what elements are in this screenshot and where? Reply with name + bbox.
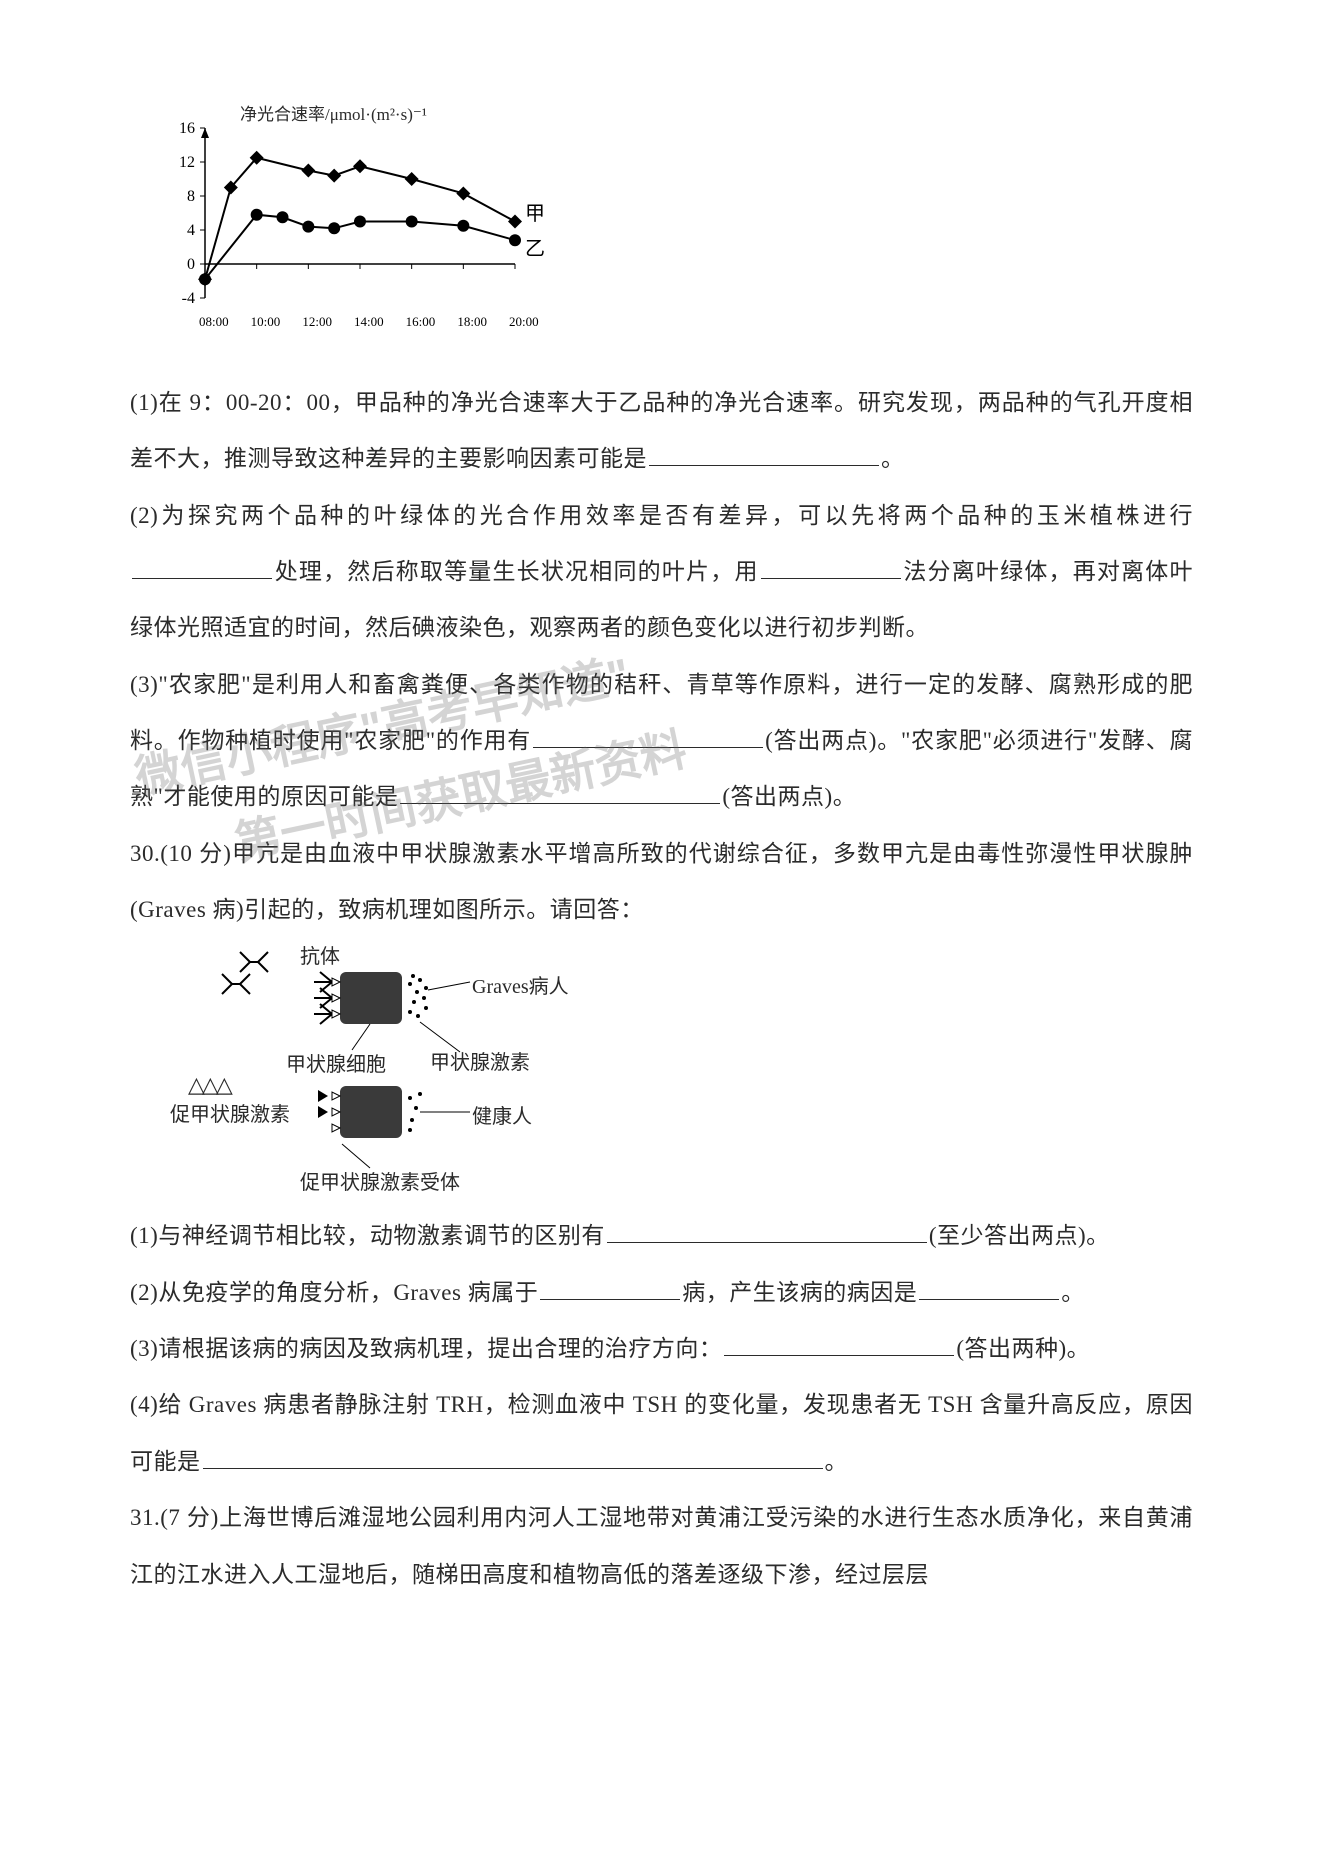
label-thyroid-cell: 甲状腺细胞 — [286, 1048, 386, 1077]
q29-3: (3)"农家肥"是利用人和畜禽粪便、各类作物的秸秆、青草等作原料，进行一定的发酵… — [130, 657, 1193, 826]
blank — [724, 1331, 954, 1356]
blank — [203, 1444, 823, 1469]
blank — [400, 779, 720, 804]
svg-text:14:00: 14:00 — [354, 314, 384, 329]
blank — [919, 1274, 1059, 1299]
q30-2-text-c: 。 — [1061, 1280, 1085, 1305]
label-graves-patient: Graves病人 — [472, 970, 569, 999]
svg-text:10:00: 10:00 — [251, 314, 281, 329]
chart-plot: -4 0 4 8 12 16 08:00 10:00 12:00 14:00 16:00 18:00 2… — [145, 100, 565, 340]
q29-2-text-b: 处理，然后称取等量生长状况相同的叶片，用 — [274, 559, 759, 584]
blank — [132, 554, 272, 579]
svg-text:甲: 甲 — [525, 203, 545, 225]
label-thyroid-hormone: 甲状腺激素 — [430, 1046, 530, 1075]
blank — [649, 441, 879, 466]
svg-text:12:00: 12:00 — [302, 314, 332, 329]
q30-4-text-b: 。 — [825, 1449, 849, 1474]
label-tsh: 促甲状腺激素 — [170, 1098, 290, 1127]
svg-text:20:00: 20:00 — [509, 314, 539, 329]
q30-1: (1)与神经调节相比较，动物激素调节的区别有 (至少答出两点)。 — [130, 1208, 1193, 1264]
q29-3-text-c: (答出两点)。 — [722, 784, 856, 809]
svg-text:08:00: 08:00 — [199, 314, 229, 329]
svg-text:12: 12 — [179, 154, 195, 171]
q30-3-text-b: (答出两种)。 — [956, 1336, 1090, 1361]
svg-text:18:00: 18:00 — [457, 314, 487, 329]
q29-2: (2)为探究两个品种的叶绿体的光合作用效率是否有差异，可以先将两个品种的玉米植株… — [130, 488, 1193, 657]
q30-3: (3)请根据该病的病因及致病机理，提出合理的治疗方向： (答出两种)。 — [130, 1321, 1193, 1377]
blank — [607, 1218, 927, 1243]
svg-text:8: 8 — [187, 188, 195, 205]
q30-1-text-b: (至少答出两点)。 — [929, 1223, 1110, 1248]
q29-2-text-a: (2)为探究两个品种的叶绿体的光合作用效率是否有差异，可以先将两个品种的玉米植株… — [130, 503, 1193, 528]
svg-text:乙: 乙 — [525, 238, 545, 260]
graves-diagram: 抗体 Graves病人 甲状腺细胞 甲状腺激素 △△△ 促甲状腺激素 健康人 促… — [170, 944, 650, 1202]
q30-4: (4)给 Graves 病患者静脉注射 TRH，检测血液中 TSH 的变化量，发… — [130, 1377, 1193, 1490]
blank — [533, 723, 763, 748]
blank — [761, 554, 901, 579]
q29-1-text-b: 。 — [881, 446, 905, 471]
label-tsh-receptor: 促甲状腺激素受体 — [300, 1166, 460, 1195]
svg-text:16: 16 — [179, 120, 195, 137]
blank — [540, 1274, 680, 1299]
q30-1-text-a: (1)与神经调节相比较，动物激素调节的区别有 — [130, 1223, 605, 1248]
label-antibody: 抗体 — [300, 940, 340, 969]
diagram-svg — [170, 944, 650, 1202]
svg-text:0: 0 — [187, 256, 195, 273]
q31-stem: 31.(7 分)上海世博后滩湿地公园利用内河人工湿地带对黄浦江受污染的水进行生态… — [130, 1490, 1193, 1603]
q30-2-text-a: (2)从免疫学的角度分析，Graves 病属于 — [130, 1280, 538, 1305]
svg-text:16:00: 16:00 — [406, 314, 436, 329]
q30-3-text-a: (3)请根据该病的病因及致病机理，提出合理的治疗方向： — [130, 1336, 722, 1361]
q30-stem: 30.(10 分)甲亢是由血液中甲状腺激素水平增高所致的代谢综合征，多数甲亢是由… — [130, 826, 1193, 939]
tsh-symbol: △△△ — [188, 1072, 230, 1098]
q30-2: (2)从免疫学的角度分析，Graves 病属于 病，产生该病的病因是 。 — [130, 1265, 1193, 1321]
svg-text:-4: -4 — [182, 290, 195, 307]
svg-text:4: 4 — [187, 222, 195, 239]
q30-2-text-b: 病，产生该病的病因是 — [682, 1280, 917, 1305]
label-healthy: 健康人 — [472, 1100, 532, 1129]
q29-1: (1)在 9：00-20：00，甲品种的净光合速率大于乙品种的净光合速率。研究发… — [130, 375, 1193, 488]
photosynthesis-chart: 净光合速率/μmol·(m²·s)⁻¹ -4048121608:0010:001… — [145, 100, 565, 345]
